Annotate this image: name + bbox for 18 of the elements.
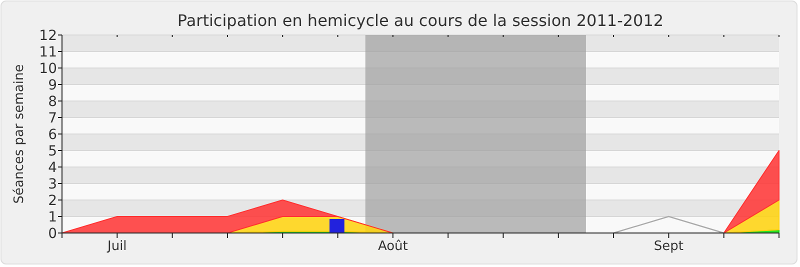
- y-tick-label: 1: [48, 210, 57, 226]
- y-tick-label: 3: [48, 176, 57, 192]
- chart-title: Participation en hemicycle au cours de la session 2011-2012: [177, 11, 664, 30]
- y-tick-label: 11: [39, 44, 57, 60]
- y-tick-label: 0: [48, 226, 57, 242]
- x-tick-label: Sept: [654, 239, 684, 254]
- y-tick-label: 4: [48, 160, 58, 176]
- x-tick-label: Juil: [106, 239, 127, 254]
- y-tick-label: 7: [48, 110, 57, 126]
- x-tick-label: Août: [378, 239, 408, 254]
- y-axis-title: Séances par semaine: [12, 64, 27, 204]
- y-tick-label: 8: [48, 94, 57, 110]
- y-tick-label: 2: [48, 193, 57, 209]
- y-tick-label: 12: [39, 28, 57, 44]
- y-tick-label: 10: [39, 61, 57, 77]
- y-tick-label: 9: [48, 78, 57, 94]
- y-tick-label: 5: [48, 144, 57, 160]
- y-tick-label: 6: [48, 127, 58, 143]
